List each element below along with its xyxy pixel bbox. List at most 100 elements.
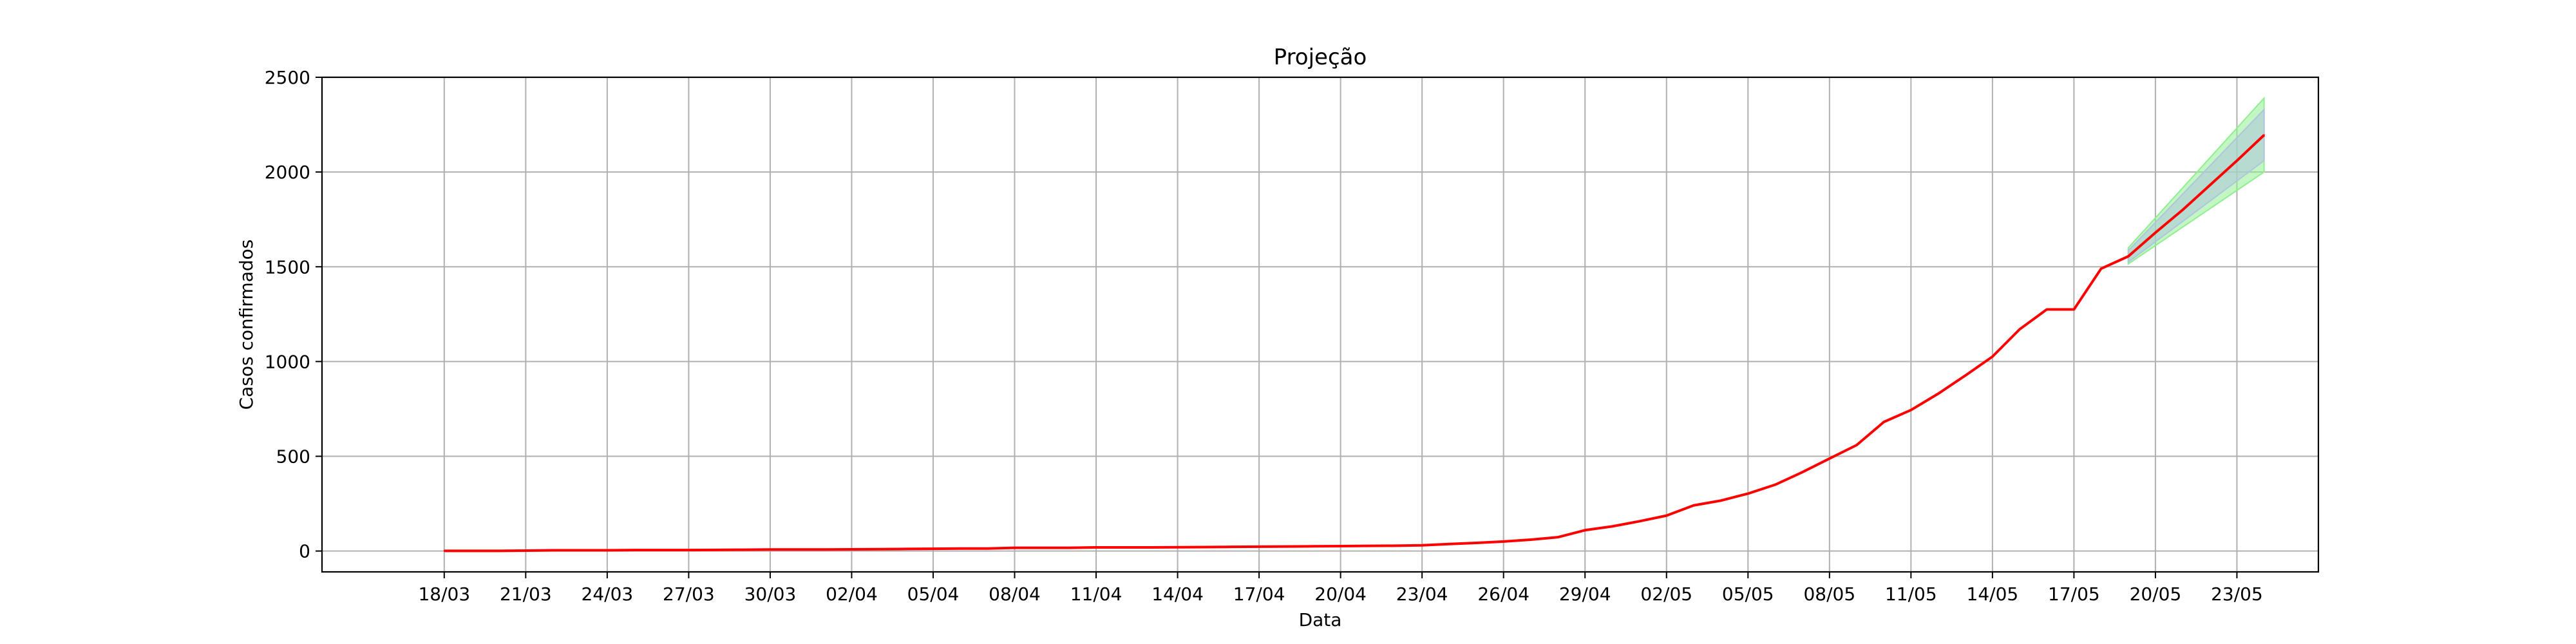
x-tick-label: 29/04 bbox=[1559, 583, 1611, 605]
x-tick-label: 17/05 bbox=[2048, 583, 2100, 605]
data-point bbox=[1475, 542, 1477, 544]
y-tick-label: 2500 bbox=[265, 67, 310, 88]
x-axis-label: Data bbox=[1299, 609, 1342, 630]
data-point bbox=[2046, 308, 2048, 310]
data-point bbox=[1177, 546, 1179, 548]
data-point bbox=[1692, 504, 1695, 506]
data-point bbox=[1828, 457, 1831, 460]
data-point bbox=[1747, 493, 1749, 495]
data-point bbox=[1394, 545, 1396, 547]
x-tick-label: 02/05 bbox=[1640, 583, 1692, 605]
data-point bbox=[1991, 355, 1994, 357]
y-tick-label: 1500 bbox=[265, 256, 310, 278]
data-point bbox=[1068, 547, 1070, 549]
x-tick-label: 20/04 bbox=[1314, 583, 1367, 605]
data-point bbox=[1530, 538, 1532, 541]
data-point bbox=[1719, 500, 1722, 502]
x-tick-label: 08/04 bbox=[989, 583, 1041, 605]
data-point bbox=[2181, 209, 2184, 211]
x-tick-label: 14/04 bbox=[1151, 583, 1204, 605]
x-tick-label: 30/03 bbox=[744, 583, 797, 605]
data-point bbox=[1557, 536, 1559, 538]
data-point bbox=[470, 550, 473, 552]
data-point bbox=[1611, 526, 1613, 527]
data-point bbox=[1340, 545, 1341, 547]
x-tick-label: 27/03 bbox=[663, 583, 715, 605]
data-point bbox=[2018, 328, 2021, 330]
data-point bbox=[1665, 515, 1667, 516]
data-point bbox=[1937, 393, 1939, 395]
x-tick-label: 05/04 bbox=[907, 583, 960, 605]
x-tick-label: 11/05 bbox=[1885, 583, 1937, 605]
y-tick-label: 500 bbox=[276, 446, 310, 468]
data-point bbox=[661, 549, 663, 551]
data-point bbox=[1258, 545, 1260, 548]
data-point bbox=[1041, 547, 1043, 549]
x-tick-label: 05/05 bbox=[1722, 583, 1774, 605]
data-point bbox=[1774, 484, 1776, 486]
data-point bbox=[2154, 232, 2157, 234]
data-point bbox=[1095, 546, 1097, 549]
confidence-band bbox=[2127, 108, 2265, 263]
data-point bbox=[715, 549, 717, 551]
data-point bbox=[1855, 444, 1858, 446]
data-point bbox=[525, 549, 527, 552]
data-point bbox=[1312, 545, 1314, 547]
x-tick-label: 18/03 bbox=[418, 583, 470, 605]
data-point bbox=[1122, 546, 1124, 549]
x-tick-label: 21/03 bbox=[500, 583, 552, 605]
data-point bbox=[878, 548, 880, 550]
data-point bbox=[742, 549, 744, 551]
data-point bbox=[2209, 184, 2211, 186]
x-tick-label: 20/05 bbox=[2130, 583, 2182, 605]
data-point bbox=[2073, 308, 2075, 310]
series-line bbox=[444, 134, 2266, 553]
data-point bbox=[688, 549, 690, 551]
data-point bbox=[769, 549, 772, 551]
x-tick-label: 26/04 bbox=[1477, 583, 1530, 605]
x-tick-label: 11/04 bbox=[1070, 583, 1122, 605]
data-point bbox=[1014, 547, 1016, 549]
data-point bbox=[1421, 544, 1423, 547]
data-point bbox=[851, 548, 853, 551]
x-tick-label: 08/05 bbox=[1803, 583, 1855, 605]
data-point bbox=[1285, 545, 1287, 547]
data-point bbox=[1448, 543, 1450, 545]
data-point bbox=[1150, 546, 1151, 549]
plot-frame bbox=[321, 76, 2320, 573]
data-point bbox=[796, 549, 799, 551]
data-point bbox=[1910, 409, 1912, 411]
data-point bbox=[959, 547, 961, 550]
x-tick-label: 02/04 bbox=[826, 583, 878, 605]
data-point bbox=[824, 549, 826, 551]
data-point bbox=[633, 549, 636, 551]
data-point bbox=[2127, 255, 2129, 258]
data-point bbox=[1638, 520, 1640, 522]
data-point bbox=[1204, 546, 1206, 548]
data-point bbox=[2100, 267, 2102, 270]
y-axis-ticks: 0 500 1000 1500 2000 2500 bbox=[265, 67, 322, 562]
data-point bbox=[1584, 529, 1586, 531]
data-point bbox=[987, 547, 989, 550]
x-tick-label: 17/04 bbox=[1233, 583, 1285, 605]
data-point bbox=[497, 550, 500, 552]
data-point bbox=[905, 548, 907, 550]
x-tick-label: 24/03 bbox=[582, 583, 634, 605]
data-point bbox=[1367, 545, 1369, 547]
data-point bbox=[1502, 540, 1504, 543]
series-layer bbox=[443, 134, 2266, 553]
y-tick-label: 0 bbox=[299, 541, 310, 562]
x-tick-label: 14/05 bbox=[1967, 583, 2019, 605]
data-point bbox=[443, 550, 445, 552]
data-point bbox=[552, 549, 554, 551]
data-point bbox=[606, 549, 609, 551]
chart-title: Projeção bbox=[1274, 44, 1367, 70]
y-tick-label: 1000 bbox=[265, 351, 310, 372]
y-axis-label: Casos confirmados bbox=[236, 240, 257, 410]
data-point bbox=[1964, 374, 1966, 377]
data-point bbox=[2236, 160, 2238, 162]
data-point bbox=[2263, 134, 2265, 136]
data-point bbox=[1801, 471, 1803, 473]
